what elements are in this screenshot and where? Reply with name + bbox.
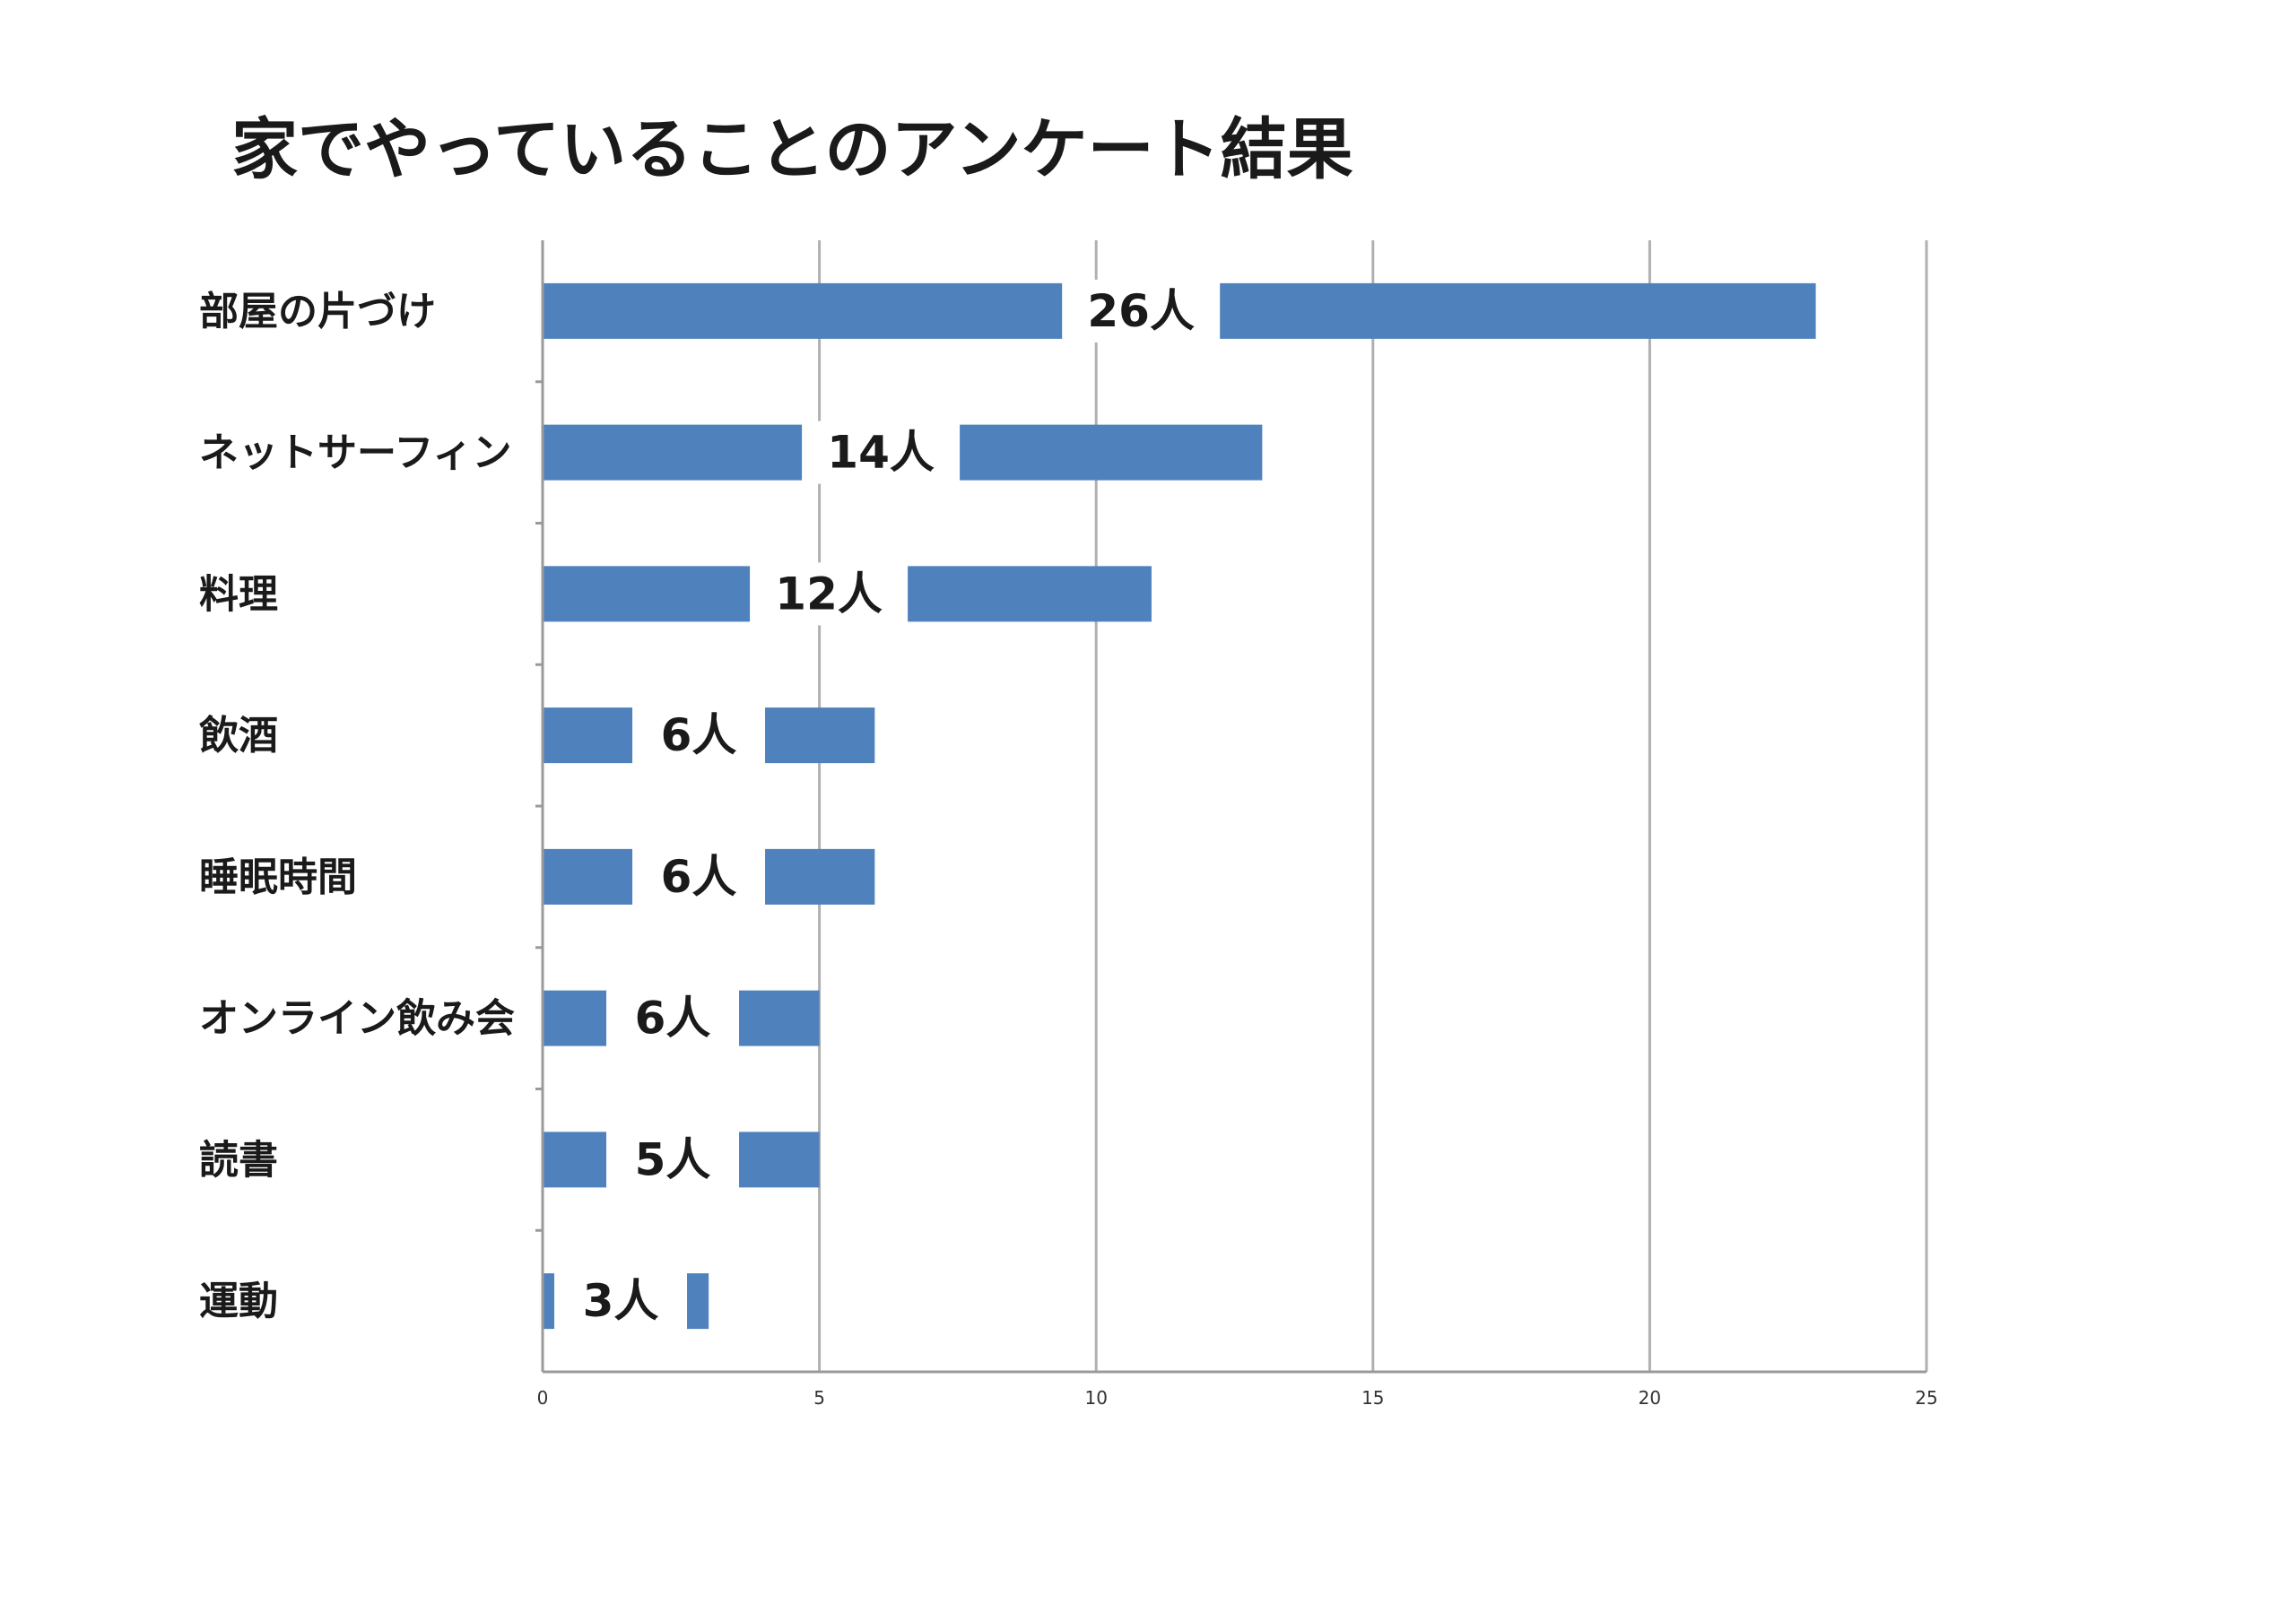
x-tick-label: 5 <box>813 1387 825 1409</box>
data-label: 6人 <box>661 709 737 761</box>
data-label: 12人 <box>775 568 883 620</box>
gridlines <box>535 240 1928 1372</box>
category-label: 飲酒 <box>199 713 278 759</box>
chart-title: 家でやっていることのアンケート結果 <box>231 111 1353 188</box>
x-tick-label: 0 <box>537 1387 549 1409</box>
data-label: 6人 <box>661 851 737 903</box>
data-label-background <box>632 704 766 768</box>
data-label-background <box>554 1270 688 1333</box>
category-label: 料理 <box>199 571 278 617</box>
data-label: 14人 <box>827 427 935 479</box>
x-tick-label: 15 <box>1361 1387 1384 1409</box>
data-label-background <box>750 562 909 626</box>
category-label: オンライン飲み会 <box>199 996 515 1042</box>
data-label-background <box>606 986 740 1050</box>
data-label: 5人 <box>635 1133 711 1185</box>
category-label: 読書 <box>199 1137 278 1183</box>
x-tick-label: 10 <box>1084 1387 1107 1409</box>
category-label: 運動 <box>199 1279 278 1324</box>
data-label-background <box>1062 279 1221 343</box>
data-label-background <box>802 421 961 484</box>
data-label: 6人 <box>635 993 711 1045</box>
data-label: 3人 <box>583 1275 659 1327</box>
category-label: 睡眠時間 <box>199 854 357 900</box>
data-label: 26人 <box>1087 285 1195 337</box>
category-label: ネットサーフィン <box>199 430 511 476</box>
x-tick-labels: 0 5 10 15 20 25 <box>537 1387 1938 1409</box>
data-label-background <box>632 845 766 908</box>
bars: 26人 14人 12人 6人 6人 6人 5人 3人 <box>543 279 1816 1333</box>
data-label-background <box>606 1128 740 1192</box>
x-tick-label: 20 <box>1639 1387 1661 1409</box>
category-label: 部屋の片づけ <box>199 289 436 334</box>
x-tick-label: 25 <box>1915 1387 1937 1409</box>
